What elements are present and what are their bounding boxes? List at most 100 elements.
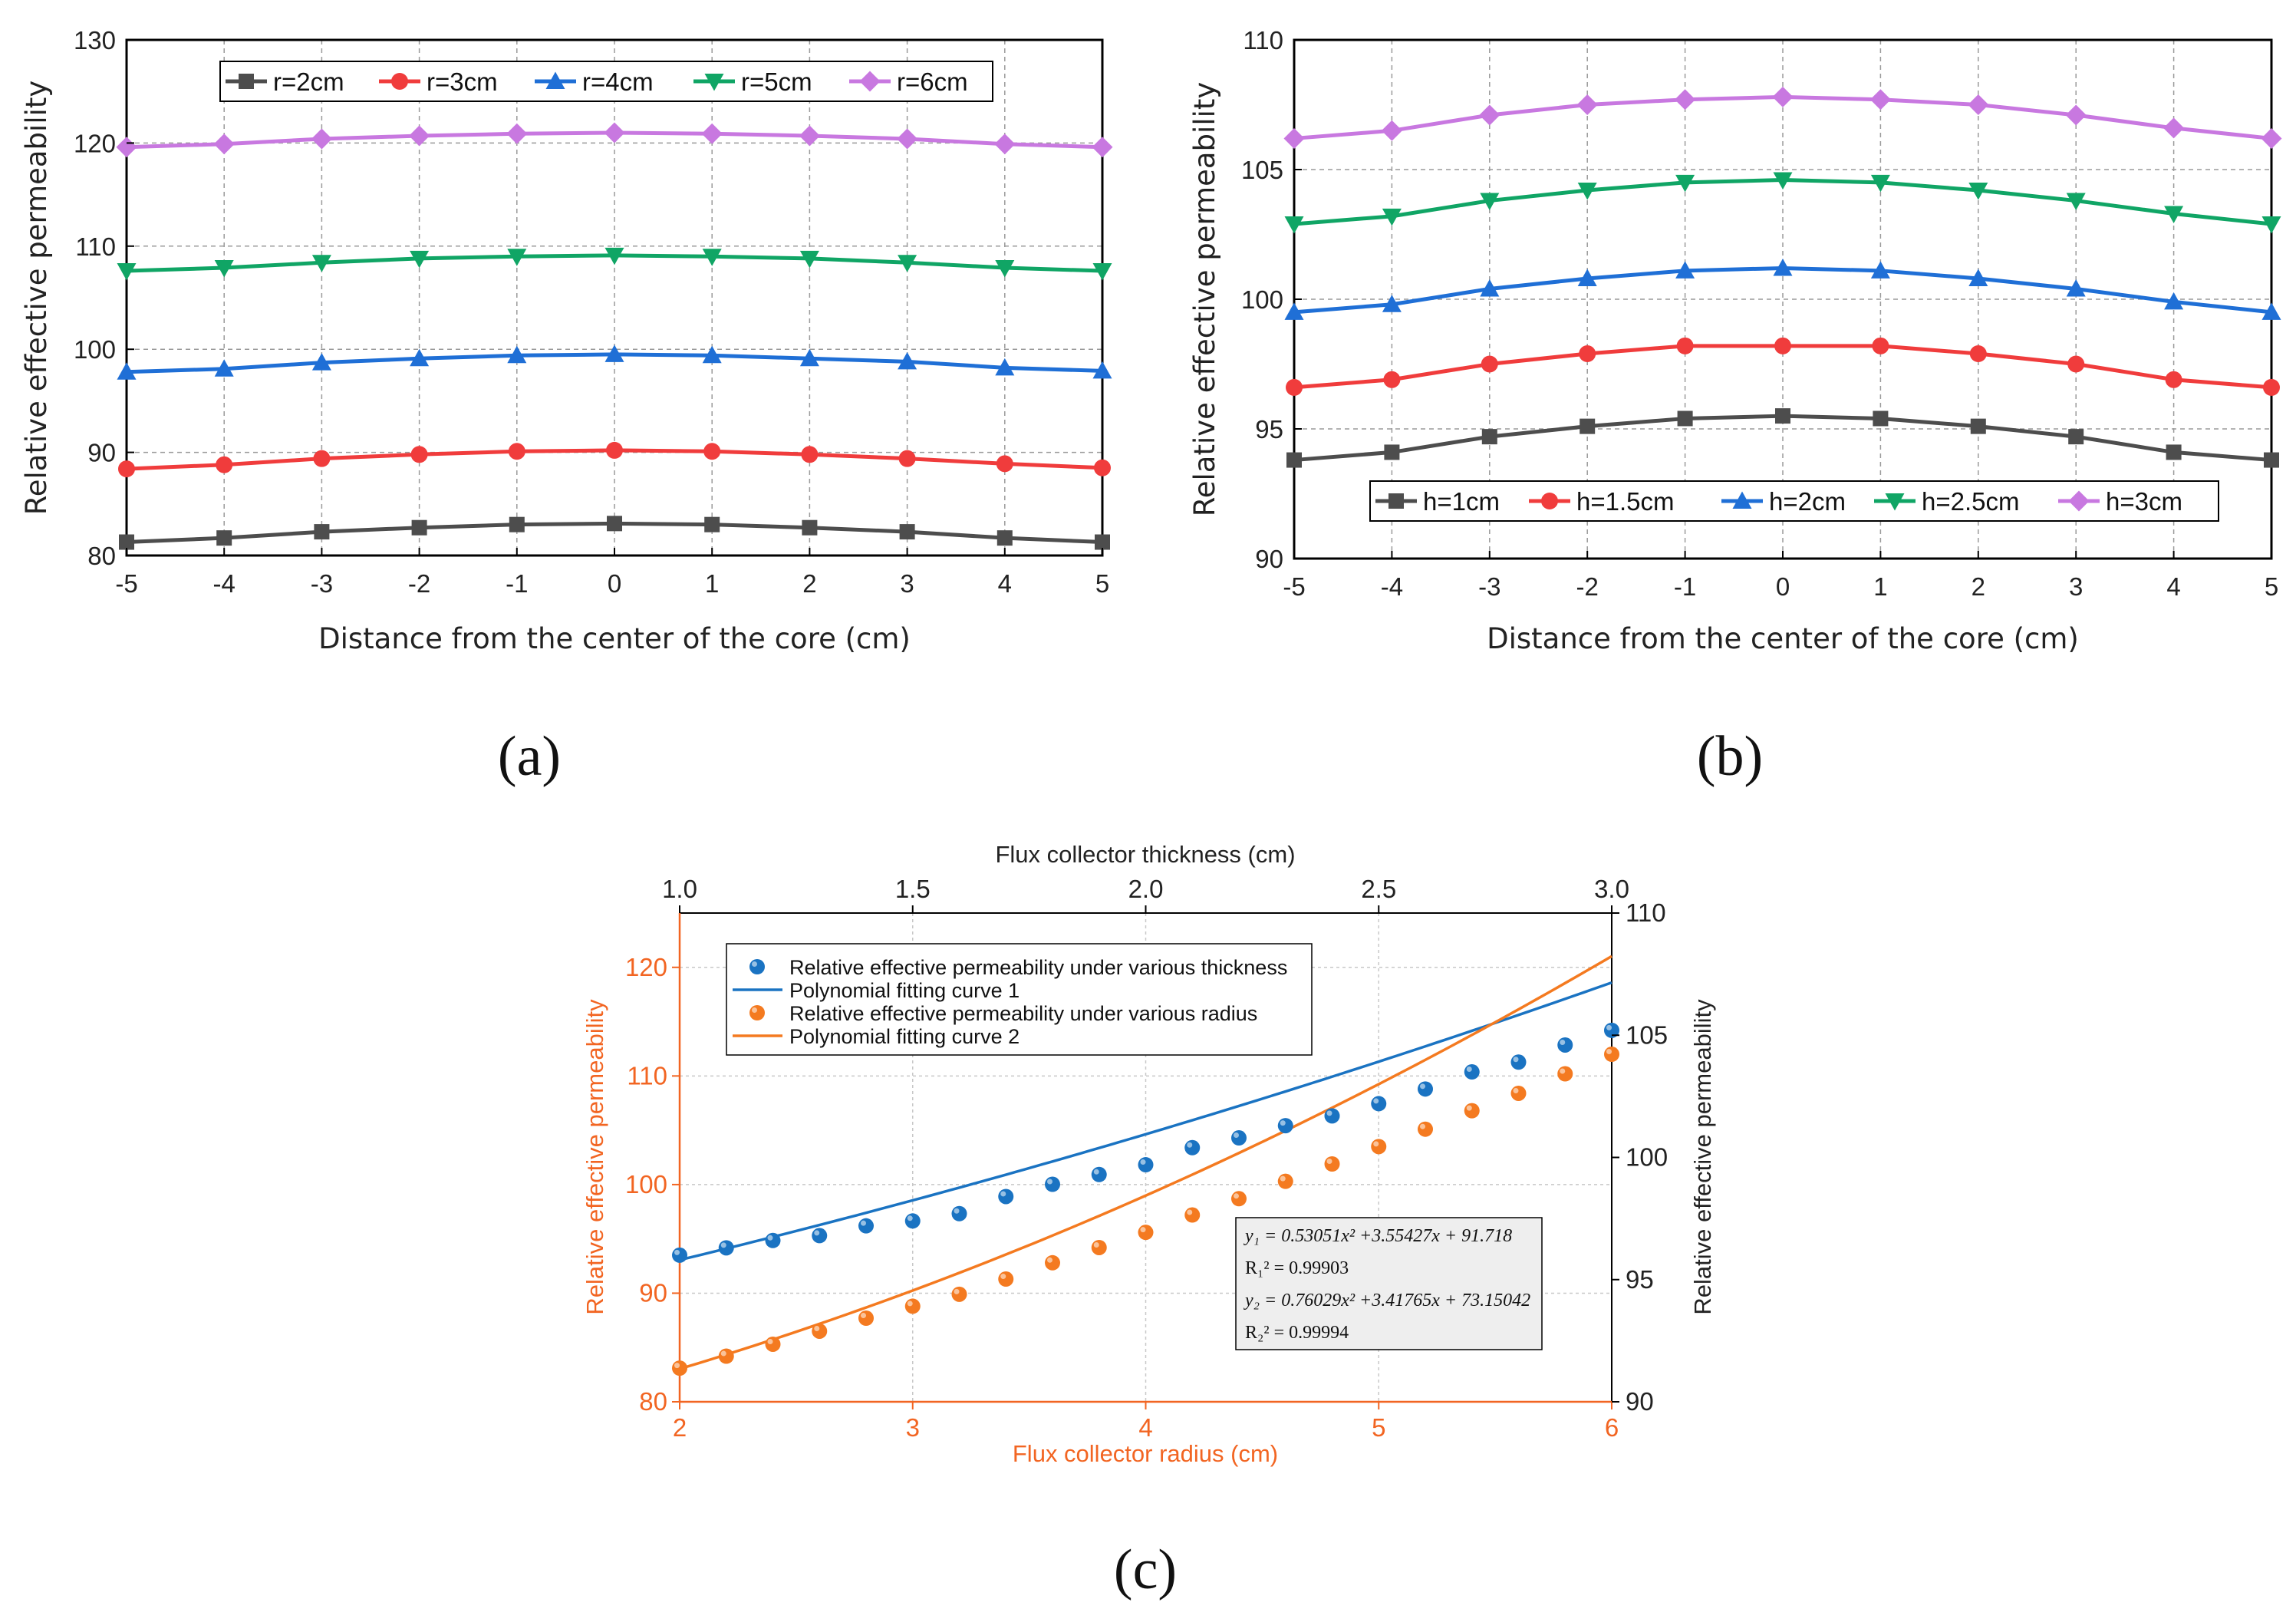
a-point-4-7 xyxy=(799,125,820,147)
a-y-tick-label: 90 xyxy=(87,439,116,467)
c-point-0-10 xyxy=(1138,1157,1154,1173)
a-point-4-9 xyxy=(994,134,1016,155)
c-point-2-16-highlight xyxy=(1420,1123,1425,1129)
c-point-0-3-highlight xyxy=(814,1230,820,1236)
c-equation-box: y₁ = 0.53051x² +3.55427x + 91.718 R₁² = … xyxy=(1235,1217,1543,1350)
a-y-axis-label: Relative effective permeability xyxy=(20,81,53,516)
c-eq-y1: y₁ = 0.53051x² +3.55427x + 91.718 xyxy=(1244,1226,1512,1246)
a-point-4-2 xyxy=(311,128,332,150)
b-point-2-0 xyxy=(1284,302,1304,320)
a-point-2-1 xyxy=(214,359,234,377)
b-point-3-3 xyxy=(1577,183,1597,200)
panel-c: 2 3 4 5 6 80 90 100 110 120 1.0 1.5 2.0 2.5 3.0 90 95… xyxy=(581,841,1716,1601)
a-x-tick-label: -2 xyxy=(408,569,430,598)
c-point-0-8 xyxy=(1045,1176,1060,1192)
c-eq-r1: R₁² = 0.99903 xyxy=(1245,1258,1349,1278)
a-point-1-5 xyxy=(606,441,623,459)
b-series-group xyxy=(1283,86,2282,468)
b-x-tick-label: 3 xyxy=(2069,572,2083,601)
c-point-0-5 xyxy=(904,1213,921,1229)
c-legend-label-2: Relative effective permeability under va… xyxy=(789,1002,1257,1025)
b-point-3-9 xyxy=(2164,206,2184,223)
b-point-0-4 xyxy=(1677,410,1693,427)
c-point-0-8-highlight xyxy=(1047,1179,1052,1185)
b-y-tick-label: 110 xyxy=(1243,26,1283,54)
a-point-1-4 xyxy=(508,443,525,460)
c-point-2-18-highlight xyxy=(1513,1087,1519,1093)
c-point-2-20-highlight xyxy=(1606,1049,1612,1055)
c-right-y-tick-label: 95 xyxy=(1626,1265,1654,1294)
b-x-tick-label: 0 xyxy=(1776,572,1790,601)
c-point-2-6 xyxy=(951,1286,967,1302)
b-x-tick-label: -2 xyxy=(1576,572,1599,601)
c-point-2-11-highlight xyxy=(1187,1209,1193,1215)
b-y-tick-label: 105 xyxy=(1241,156,1283,184)
b-legend-label-2: h=2cm xyxy=(1769,487,1846,516)
b-point-2-1 xyxy=(1382,295,1402,312)
b-point-4-9 xyxy=(2163,117,2185,139)
a-point-2-2 xyxy=(311,353,331,371)
c-point-0-15-highlight xyxy=(1373,1098,1379,1104)
a-legend-marker-0 xyxy=(239,74,254,89)
a-point-3-8 xyxy=(898,255,917,272)
c-top-x-tick-label: 2.5 xyxy=(1361,875,1396,903)
a-point-4-8 xyxy=(897,128,918,150)
c-point-0-4-highlight xyxy=(861,1220,866,1226)
b-legend-marker-3 xyxy=(1885,493,1905,511)
c-point-0-0-highlight xyxy=(674,1249,680,1255)
c-point-0-16-highlight xyxy=(1420,1083,1425,1090)
c-point-0-17-highlight xyxy=(1466,1066,1472,1073)
b-point-1-8 xyxy=(2067,355,2085,373)
a-x-tick-label: 5 xyxy=(1095,569,1109,598)
c-right-y-tick-label: 105 xyxy=(1626,1020,1668,1049)
c-point-2-5 xyxy=(904,1298,921,1314)
b-point-0-8 xyxy=(2068,429,2084,445)
c-panel-label: (c) xyxy=(1114,1538,1177,1601)
c-y-tick-labels: 80 90 100 110 120 xyxy=(625,953,680,1416)
b-point-0-10 xyxy=(2264,452,2279,468)
b-x-tick-label: -1 xyxy=(1674,572,1696,601)
a-point-3-5 xyxy=(604,247,624,265)
a-point-3-2 xyxy=(311,255,331,272)
c-point-2-7 xyxy=(998,1271,1014,1287)
c-point-0-4 xyxy=(858,1218,874,1234)
c-x-tick-label: 2 xyxy=(673,1413,687,1442)
b-point-2-6 xyxy=(1870,261,1890,279)
a-point-0-4 xyxy=(509,516,525,532)
c-point-2-14-highlight xyxy=(1326,1158,1332,1164)
a-point-1-3 xyxy=(410,446,428,463)
a-point-0-9 xyxy=(996,530,1013,546)
c-point-2-0 xyxy=(672,1360,687,1376)
b-point-4-10 xyxy=(2261,127,2282,149)
c-point-2-14 xyxy=(1324,1156,1340,1172)
b-point-0-9 xyxy=(2166,444,2182,460)
b-point-1-5 xyxy=(1774,337,1791,354)
c-top-x-tick-labels: 1.0 1.5 2.0 2.5 3.0 xyxy=(662,875,1629,913)
c-point-0-5-highlight xyxy=(907,1215,913,1221)
a-point-2-4 xyxy=(507,345,527,364)
c-point-2-4-highlight xyxy=(861,1313,866,1319)
a-point-2-9 xyxy=(995,358,1015,376)
c-fit-curve-3 xyxy=(679,954,1612,1370)
b-y-tick-label: 90 xyxy=(1255,545,1283,573)
c-point-0-15 xyxy=(1371,1096,1387,1112)
c-point-2-17 xyxy=(1464,1103,1480,1119)
c-y-tick-label: 80 xyxy=(639,1387,667,1416)
b-point-3-0 xyxy=(1284,216,1304,234)
b-x-tick-label: -4 xyxy=(1381,572,1403,601)
c-point-0-6 xyxy=(951,1205,967,1221)
b-point-2-2 xyxy=(1480,279,1500,297)
a-point-1-10 xyxy=(1094,459,1111,476)
c-x-tick-label: 5 xyxy=(1372,1413,1385,1442)
c-point-0-12 xyxy=(1231,1130,1247,1146)
a-point-1-0 xyxy=(118,460,135,478)
c-point-0-17 xyxy=(1464,1064,1480,1080)
c-legend-marker-2 xyxy=(749,1005,765,1020)
b-point-2-5 xyxy=(1773,258,1793,276)
c-point-0-9 xyxy=(1091,1166,1107,1182)
c-point-2-11 xyxy=(1184,1207,1201,1223)
b-y-axis-label: Relative effective permeability xyxy=(1188,82,1221,517)
c-point-2-9 xyxy=(1091,1239,1107,1255)
b-point-3-6 xyxy=(1870,174,1890,193)
a-y-tick-label: 130 xyxy=(74,26,116,54)
